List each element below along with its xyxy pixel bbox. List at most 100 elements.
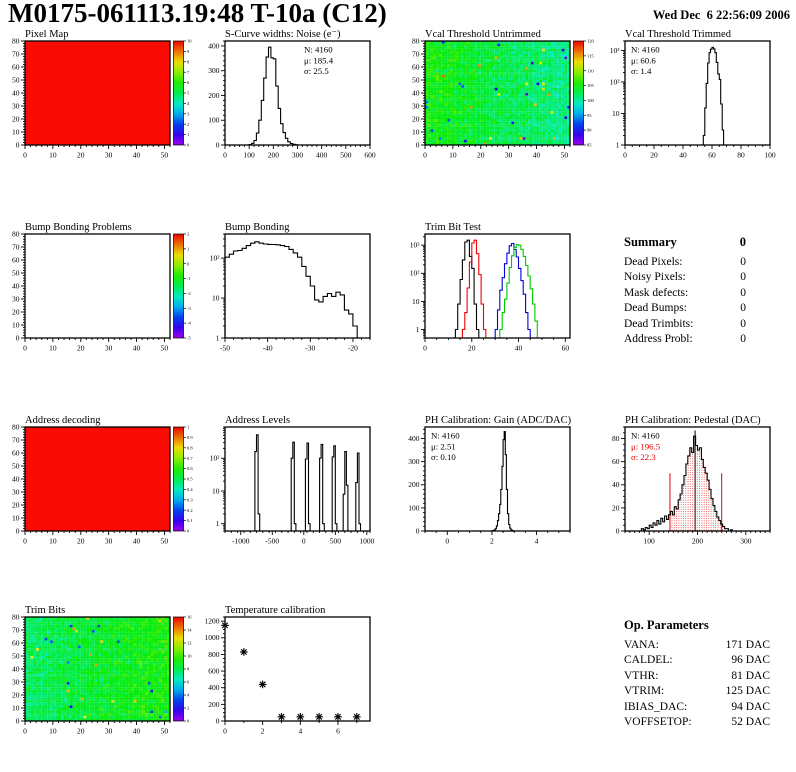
op-parameters-row: VTHR: 81 DAC (624, 669, 770, 684)
svg-text:N: 4160: N: 4160 (631, 431, 660, 441)
panel-address-decoding: Address decoding 0 10 20 30 40 50 0 10 20 30 40 50 6… (2, 414, 198, 556)
heatmap-cells (25, 617, 171, 722)
svg-text:200: 200 (208, 91, 220, 100)
svg-text:300: 300 (408, 457, 420, 466)
svg-text:0: 0 (302, 537, 306, 546)
plot-title: Bump Bonding Problems (25, 222, 132, 233)
row-value: 171 DAC (725, 639, 770, 651)
svg-text:40: 40 (612, 480, 620, 489)
panel-summary: Summary 0 Dead Pixels: 0 Noisy Pixels: 0 Mas… (602, 221, 796, 363)
x-axis (24, 338, 171, 342)
svg-text:20: 20 (12, 307, 20, 316)
svg-text:50: 50 (12, 461, 20, 470)
svg-text:μ: 2.51: μ: 2.51 (431, 441, 456, 451)
summary-row: Address Probl: 0 (624, 332, 746, 347)
svg-text:20: 20 (650, 151, 658, 160)
row-label: VOFFSETOP: (624, 716, 692, 729)
row-label: Dead Pixels: (624, 256, 683, 268)
svg-text:40: 40 (12, 88, 20, 97)
svg-text:-500: -500 (265, 537, 279, 546)
svg-text:85: 85 (587, 143, 592, 148)
y-axis (21, 616, 25, 722)
svg-text:30: 30 (505, 151, 513, 160)
svg-text:100: 100 (644, 537, 656, 546)
op-parameters-row: VOFFSETOP: 52 DAC (624, 715, 770, 730)
svg-text:0.6: 0.6 (187, 466, 193, 471)
panel-trim-bits: Trim Bits 0 10 20 30 40 50 0 10 20 30 40 50 60 70 80 16… (2, 604, 198, 746)
svg-text:100: 100 (587, 98, 595, 103)
x-axis (424, 145, 571, 149)
svg-text:0: 0 (416, 140, 420, 149)
svg-text:10: 10 (12, 127, 20, 136)
svg-text:10: 10 (212, 293, 220, 302)
svg-text:1: 1 (416, 325, 420, 334)
svg-text:30: 30 (12, 487, 20, 496)
row-value: 0 (740, 256, 746, 268)
plot-frame (424, 233, 571, 339)
svg-text:70: 70 (12, 242, 20, 251)
svg-text:300: 300 (292, 151, 304, 160)
svg-text:2: 2 (490, 537, 494, 546)
op-parameters-row: IBIAS_DAC: 94 DAC (624, 700, 770, 715)
svg-text:30: 30 (12, 101, 20, 110)
heatmap-cells (25, 427, 170, 531)
svg-text:50: 50 (561, 151, 569, 160)
histogram-outline (224, 241, 370, 339)
row-value: 52 DAC (731, 716, 770, 729)
svg-text:50: 50 (12, 75, 20, 84)
svg-text:10³: 10³ (610, 46, 621, 55)
svg-text:50: 50 (161, 151, 169, 160)
scurve-noise-plot: 0 100 200 300 400 500 600 0 100 200 300 400 N: 4160μ… (208, 40, 376, 160)
svg-text:0.1: 0.1 (187, 518, 193, 523)
summary-row: Dead Trimbits: 0 (624, 317, 746, 332)
panel-scurve-noise: S-Curve widths: Noise (e⁻) 0 100 200 300 400… (202, 28, 398, 170)
svg-text:-2: -2 (187, 291, 191, 296)
svg-text:10²: 10² (610, 77, 621, 86)
svg-text:20: 20 (77, 344, 85, 353)
svg-text:70: 70 (12, 49, 20, 58)
svg-text:100: 100 (408, 503, 420, 512)
svg-text:-1000: -1000 (232, 537, 250, 546)
svg-text:30: 30 (105, 151, 113, 160)
svg-text:50: 50 (12, 268, 20, 277)
svg-text:10: 10 (12, 513, 20, 522)
plot-title: Address Levels (225, 415, 291, 426)
histogram-trim-bits-14 (425, 239, 570, 339)
svg-text:N: 4160: N: 4160 (304, 45, 333, 55)
svg-text:0.4: 0.4 (187, 487, 193, 492)
y-axis (621, 40, 625, 146)
histogram-outline (248, 46, 299, 146)
svg-text:110: 110 (587, 68, 594, 73)
row-label: VANA: (624, 639, 659, 651)
plot-frame (424, 426, 571, 532)
svg-text:50: 50 (161, 344, 169, 353)
panel-temperature: Temperature calibration 0 2 4 6 0 200 400 600 80… (202, 604, 398, 746)
summary-row: Dead Pixels: 0 (624, 255, 746, 270)
x-axis (424, 338, 566, 342)
svg-text:400: 400 (208, 41, 220, 50)
svg-text:0: 0 (187, 143, 190, 148)
y-axis (221, 233, 225, 339)
svg-text:0: 0 (445, 537, 449, 546)
svg-text:-50: -50 (220, 344, 230, 353)
svg-text:20: 20 (12, 500, 20, 509)
svg-text:μ: 185.4: μ: 185.4 (304, 55, 334, 65)
svg-text:σ: 22.3: σ: 22.3 (631, 452, 656, 462)
x-axis (224, 531, 371, 535)
svg-text:100: 100 (764, 151, 776, 160)
svg-text:400: 400 (408, 434, 420, 443)
svg-text:10: 10 (187, 39, 192, 44)
svg-text:0: 0 (23, 344, 27, 353)
plot-title: Trim Bits (25, 605, 66, 616)
op-parameters-row: VTRIM: 125 DAC (624, 684, 770, 699)
x-axis (224, 338, 371, 342)
address-decoding-plot: 0 10 20 30 40 50 0 10 20 30 40 50 60 70 80 1 0.9 0.8 0.7 0.… (12, 422, 193, 545)
svg-text:10: 10 (412, 297, 420, 306)
svg-text:2: 2 (187, 232, 189, 237)
svg-text:-30: -30 (305, 344, 315, 353)
y-axis (421, 428, 425, 532)
row-value: 0 (740, 271, 746, 284)
heatmap-cells (425, 41, 571, 146)
